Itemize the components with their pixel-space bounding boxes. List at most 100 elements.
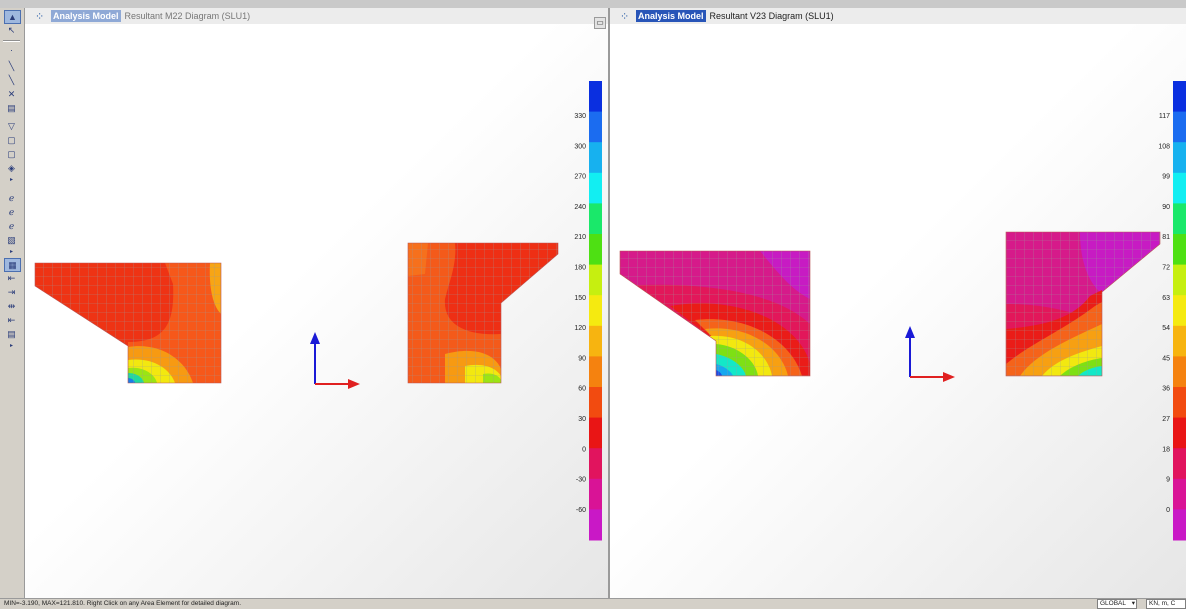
left-diagram-label: Resultant M22 Diagram (SLU1)	[124, 11, 251, 21]
units-value: KN, m, C	[1149, 600, 1176, 607]
legend-tick-label: 9	[1166, 477, 1170, 484]
legend-tick-label: 240	[574, 204, 586, 211]
legend-color-band	[589, 417, 602, 449]
frame-icon[interactable]: ℯ	[8, 207, 15, 217]
legend-color-band	[1173, 295, 1186, 327]
units-dropdown[interactable]: KN, m, C	[1146, 599, 1186, 609]
legend-tick-label: 99	[1162, 174, 1170, 181]
legend-tick-label: 117	[1159, 113, 1170, 120]
legend-color-band	[1173, 356, 1186, 388]
legend-color-band	[1173, 142, 1186, 174]
legend-tick-label: 54	[1162, 325, 1170, 332]
right-diagram-label: Resultant V23 Diagram (SLU1)	[709, 11, 834, 21]
frame-icon[interactable]: ▧	[7, 235, 16, 245]
legend-tick-label: 330	[574, 113, 586, 120]
legend-tick-label: 150	[574, 295, 586, 302]
view-icon[interactable]: ⇤	[7, 273, 16, 283]
model-icon: ⁘	[35, 10, 45, 23]
legend-color-band	[1173, 264, 1186, 296]
legend-tick-label: 27	[1162, 416, 1170, 423]
legend-tick-label: 120	[574, 325, 586, 332]
legend-tick-label: 72	[1162, 265, 1170, 272]
view-icon[interactable]: ▤	[7, 329, 16, 339]
frame-icon[interactable]: ℯ	[8, 221, 15, 231]
legend-color-band	[589, 387, 602, 419]
coordinate-system-value: GLOBAL	[1100, 600, 1127, 607]
legend-color-band	[1173, 478, 1186, 510]
legend-color-band	[1173, 387, 1186, 419]
left-window-title: ⁘ Analysis Model Resultant M22 Diagram (SL…	[25, 8, 608, 25]
legend-color-band	[589, 234, 602, 266]
legend-tick-label: 63	[1162, 295, 1170, 302]
pointer-icon[interactable]: ▲	[4, 10, 21, 24]
reshape-icon[interactable]: ↖	[7, 25, 16, 35]
shape-2-outline	[407, 242, 559, 384]
grid-icon[interactable]: ▤	[7, 103, 16, 113]
legend-tick-label: 81	[1162, 234, 1170, 241]
view-icon[interactable]: ⇹	[7, 301, 16, 311]
legend-tick-label: 108	[1158, 143, 1170, 150]
legend-tick-label: 18	[1162, 446, 1170, 453]
line-icon[interactable]: ╲	[8, 61, 15, 71]
legend-tick-label: -60	[576, 507, 586, 514]
right-model-label: Analysis Model	[636, 10, 706, 22]
shape-icon[interactable]: ▽	[8, 121, 15, 131]
view-icon[interactable]: ⇤	[7, 315, 16, 325]
legend-tick-label: 90	[1162, 204, 1170, 211]
legend-tick-label: -30	[576, 477, 586, 484]
legend-tick-label: 0	[582, 446, 586, 453]
legend-tick-label: 270	[574, 174, 586, 181]
legend-color-band	[1173, 172, 1186, 204]
legend-color-band	[1173, 203, 1186, 235]
legend-color-band	[1173, 81, 1186, 113]
legend-color-band	[1173, 509, 1186, 541]
drawing-toolbar: ▲ ↖ · ╲ ╲ ✕ ▤ ▽ ▢ ▢ ◈ ▸ ℯ ℯ ℯ ▧ ▸ ▦ ⇤ ⇥ …	[0, 8, 25, 598]
toolbar-divider	[3, 40, 20, 42]
legend-color-band	[589, 111, 602, 143]
shape-1-outline	[619, 250, 811, 377]
legend-tick-label: 90	[578, 355, 586, 362]
box-icon[interactable]: ▢	[7, 135, 16, 145]
chevron-down-icon: ▾	[1131, 600, 1135, 607]
right-diagram-window[interactable]: ⁘ Analysis Model Resultant V23 Diagram (SL…	[610, 8, 1186, 598]
solid-icon[interactable]: ◈	[8, 163, 15, 173]
legend-color-band	[1173, 448, 1186, 480]
legend-tick-label: 210	[574, 234, 586, 241]
cross-icon[interactable]: ✕	[7, 89, 16, 99]
legend-color-band	[1173, 417, 1186, 449]
area-element-shape-2[interactable]	[1006, 232, 1160, 376]
left-model-label: Analysis Model	[51, 10, 121, 22]
model-icon: ⁘	[620, 10, 630, 23]
legend-color-band	[589, 264, 602, 296]
expand-icon[interactable]: ▸	[9, 177, 13, 183]
status-message: MIN=-3.190, MAX=121.810. Right Click on …	[4, 600, 242, 607]
legend-tick-label: 0	[1166, 507, 1170, 514]
legend-color-band	[589, 325, 602, 357]
dot-icon[interactable]: ·	[10, 45, 13, 55]
coordinate-system-dropdown[interactable]: GLOBAL ▾	[1097, 599, 1137, 609]
legend-color-band	[589, 448, 602, 480]
legend-color-band	[589, 172, 602, 204]
legend-color-band	[589, 509, 602, 541]
left-diagram-window[interactable]: ⁘ Analysis Model Resultant M22 Diagram (SL…	[25, 8, 610, 598]
expand-icon[interactable]: ▸	[9, 249, 13, 255]
window-control-button[interactable]: ▭	[594, 17, 606, 29]
legend-tick-label: 45	[1162, 355, 1170, 362]
legend-color-band	[589, 295, 602, 327]
expand-icon[interactable]: ▸	[9, 343, 13, 349]
legend-color-band	[589, 356, 602, 388]
view-icon[interactable]: ▦	[4, 258, 21, 272]
legend-tick-label: 180	[574, 265, 586, 272]
view-icon[interactable]: ⇥	[7, 287, 16, 297]
legend-color-band	[589, 203, 602, 235]
legend-tick-label: 36	[1162, 386, 1170, 393]
frame-icon[interactable]: ℯ	[8, 193, 15, 203]
line-icon[interactable]: ╲	[8, 75, 15, 85]
legend-color-band	[589, 81, 602, 113]
shape-1-outline	[34, 262, 222, 384]
box-icon[interactable]: ▢	[7, 149, 16, 159]
